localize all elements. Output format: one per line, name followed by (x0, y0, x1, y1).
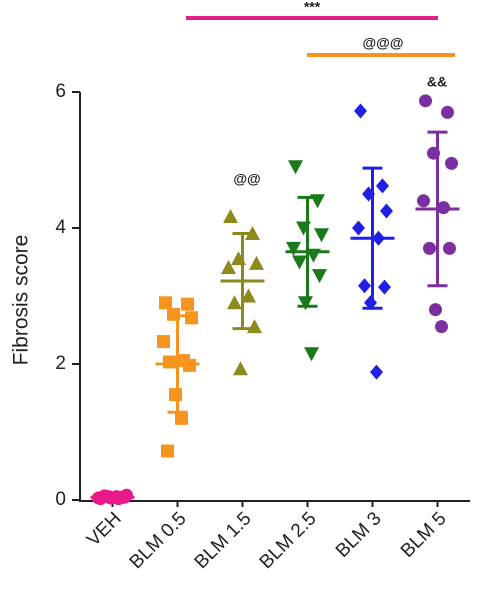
y-tick-label: 0 (55, 489, 66, 510)
point (443, 241, 456, 255)
point (241, 288, 256, 303)
point (441, 105, 454, 119)
significance-label: *** (304, 0, 321, 15)
point (298, 296, 313, 311)
point (358, 278, 371, 294)
point (157, 335, 170, 349)
point (417, 194, 430, 208)
x-tick-label: BLM 5 (397, 508, 451, 562)
y-tick-label: 2 (55, 353, 66, 374)
y-tick-label: 4 (55, 217, 66, 238)
y-axis-label: Fibrosis score (10, 235, 33, 366)
significance-label: @@@ (363, 35, 404, 51)
x-tick-label: BLM 3 (332, 508, 386, 562)
significance-label: @@ (233, 171, 260, 187)
point (429, 303, 442, 317)
significance-label: && (427, 74, 447, 90)
point (221, 259, 236, 274)
y-tick-label: 6 (55, 81, 66, 102)
point (314, 228, 329, 243)
point (370, 364, 383, 380)
point (288, 160, 303, 175)
point (286, 241, 301, 256)
point (312, 269, 327, 284)
point (169, 388, 182, 402)
x-tick-label: BLM 0.5 (126, 508, 191, 573)
point (304, 347, 319, 362)
point (233, 361, 248, 376)
point (354, 103, 367, 119)
point (380, 203, 393, 219)
point (163, 355, 176, 369)
point (445, 156, 458, 170)
point (419, 94, 432, 108)
point (223, 208, 238, 223)
point (175, 411, 188, 425)
x-tick-label: BLM 2.5 (256, 508, 321, 573)
point (249, 255, 264, 270)
point (247, 319, 262, 334)
point (292, 255, 307, 270)
x-tick-label: BLM 1.5 (191, 508, 256, 573)
point (423, 241, 436, 255)
point (352, 220, 365, 236)
point (376, 178, 389, 194)
point (185, 311, 198, 325)
point (161, 444, 174, 458)
x-tick-label: VEH (83, 508, 125, 550)
point (227, 295, 242, 310)
point (378, 279, 391, 295)
point (435, 320, 448, 334)
point (181, 297, 194, 311)
point (159, 296, 172, 310)
